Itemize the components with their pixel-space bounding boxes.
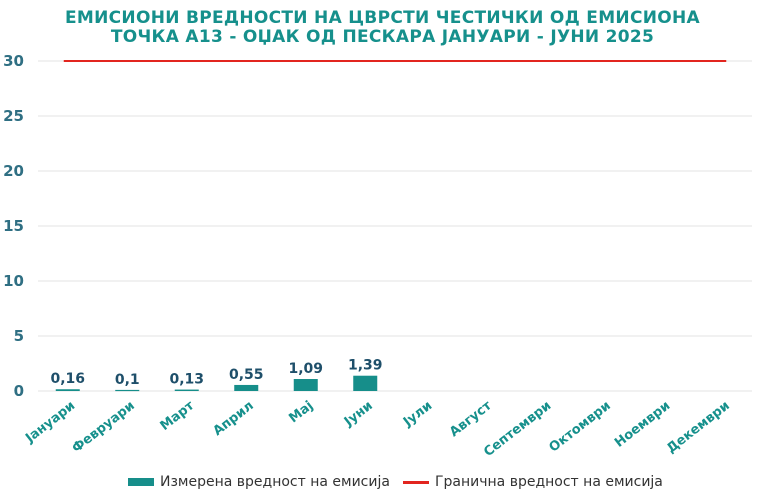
x-tick-label-4: Април: [210, 398, 256, 439]
data-label-3: 0,13: [169, 372, 204, 388]
bar-5: [293, 379, 318, 391]
x-tick-label-1: Јануари: [22, 398, 78, 446]
x-tick-label-5: Мај: [286, 398, 316, 426]
x-tick-label-10: Октомври: [546, 398, 613, 455]
bar-3: [174, 389, 199, 391]
bar-4: [234, 384, 259, 391]
legend-label-limit: Гранична вредност на емисија: [435, 474, 663, 490]
bar-1: [55, 389, 80, 391]
x-tick-label-6: Јуни: [341, 398, 376, 430]
y-tick-label-5: 5: [14, 327, 24, 345]
x-tick-label-12: Декември: [664, 398, 733, 456]
x-tick-label-8: Август: [447, 398, 495, 440]
x-tick-label-2: Февруари: [69, 398, 137, 456]
legend-label-measured: Измерена вредност на емисија: [160, 474, 390, 490]
bar-2: [115, 389, 140, 392]
y-tick-label-10: 10: [3, 272, 24, 290]
y-tick-label-15: 15: [3, 217, 24, 235]
data-label-6: 1,39: [348, 358, 383, 374]
x-tick-label-3: Март: [158, 398, 198, 434]
y-tick-label-20: 20: [3, 162, 24, 180]
x-tick-label-7: Јули: [400, 398, 435, 430]
data-label-4: 0,55: [229, 367, 264, 383]
legend-item-measured: Измерена вредност на емисија: [128, 474, 390, 490]
legend-item-limit: Гранична вредност на емисија: [403, 474, 663, 490]
chart-title-line-1: ЕМИСИОНИ ВРЕДНОСТИ НА ЦВРСТИ ЧЕСТИЧКИ ОД…: [64, 8, 700, 28]
x-tick-label-11: Ноември: [612, 398, 673, 450]
y-tick-label-25: 25: [3, 107, 24, 125]
data-label-5: 1,09: [288, 361, 323, 377]
bar-6: [353, 375, 378, 391]
chart-title-line-2: ТОЧКА А13 - ОЏАК ОД ПЕСКАРА ЈАНУАРИ - ЈУ…: [110, 27, 655, 47]
legend-swatch-measured: [128, 478, 154, 486]
legend-swatch-limit: [403, 480, 429, 484]
y-tick-label-30: 30: [3, 52, 24, 70]
y-tick-label-0: 0: [14, 382, 24, 400]
data-label-1: 0,16: [50, 371, 85, 387]
data-label-2: 0,1: [115, 372, 140, 388]
